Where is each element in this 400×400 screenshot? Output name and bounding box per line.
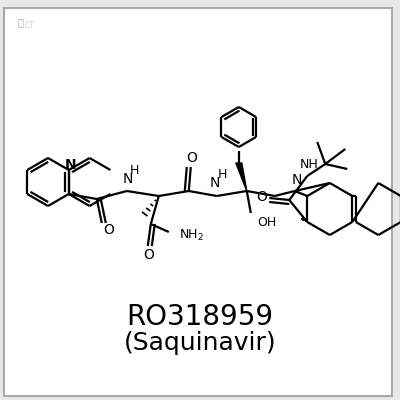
Text: (Saquinavir): (Saquinavir)	[124, 331, 276, 355]
Text: N: N	[210, 176, 220, 190]
Text: 🍄: 🍄	[17, 17, 23, 27]
FancyBboxPatch shape	[4, 8, 392, 396]
Text: N: N	[65, 158, 76, 172]
Polygon shape	[236, 163, 247, 191]
Text: NH: NH	[300, 158, 319, 172]
Text: NH$_2$: NH$_2$	[179, 228, 204, 242]
Text: CT: CT	[25, 22, 35, 30]
Text: O: O	[143, 248, 154, 262]
Text: O: O	[256, 190, 267, 204]
Text: H: H	[130, 164, 140, 178]
Text: N: N	[122, 172, 133, 186]
Text: RO318959: RO318959	[126, 303, 274, 331]
Text: O: O	[103, 223, 114, 237]
Text: O: O	[186, 151, 197, 165]
Text: OH: OH	[257, 216, 276, 228]
Text: H: H	[218, 168, 228, 182]
Text: N: N	[292, 173, 302, 187]
